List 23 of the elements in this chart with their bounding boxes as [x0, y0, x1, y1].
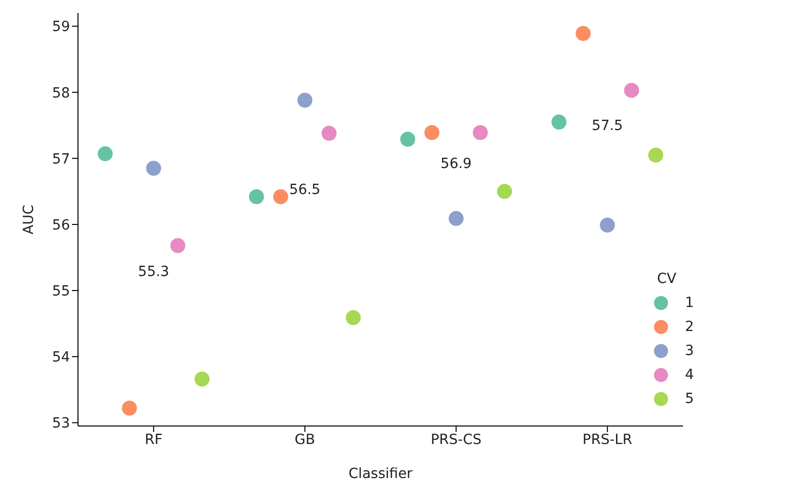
- annotation: 56.9: [440, 156, 472, 172]
- y-tick-label: 56: [52, 217, 70, 234]
- legend-label: 2: [685, 319, 694, 335]
- legend-label: 5: [685, 391, 694, 407]
- annotation: 55.3: [138, 264, 170, 280]
- x-tick-label: GB: [294, 432, 316, 448]
- legend-label: 1: [685, 295, 694, 311]
- y-tick-label: 53: [52, 416, 70, 432]
- annotation: 57.5: [592, 118, 623, 134]
- y-tick-label: 59: [52, 19, 70, 36]
- y-tick-label: 58: [52, 85, 70, 102]
- y-axis-title: AUC: [20, 204, 37, 234]
- y-tick-label: 55: [52, 284, 70, 300]
- y-tick-label: 54: [52, 350, 70, 366]
- x-tick-label: PRS-CS: [430, 432, 482, 448]
- legend-label: 4: [685, 367, 694, 383]
- y-tick-label: 57: [52, 151, 70, 168]
- x-axis-title: Classifier: [348, 466, 413, 482]
- x-tick-label: PRS-LR: [582, 432, 632, 448]
- legend-title: CV: [656, 271, 678, 287]
- legend-label: 3: [685, 343, 694, 359]
- x-tick-label: RF: [144, 432, 163, 448]
- annotation: 56.5: [289, 182, 320, 198]
